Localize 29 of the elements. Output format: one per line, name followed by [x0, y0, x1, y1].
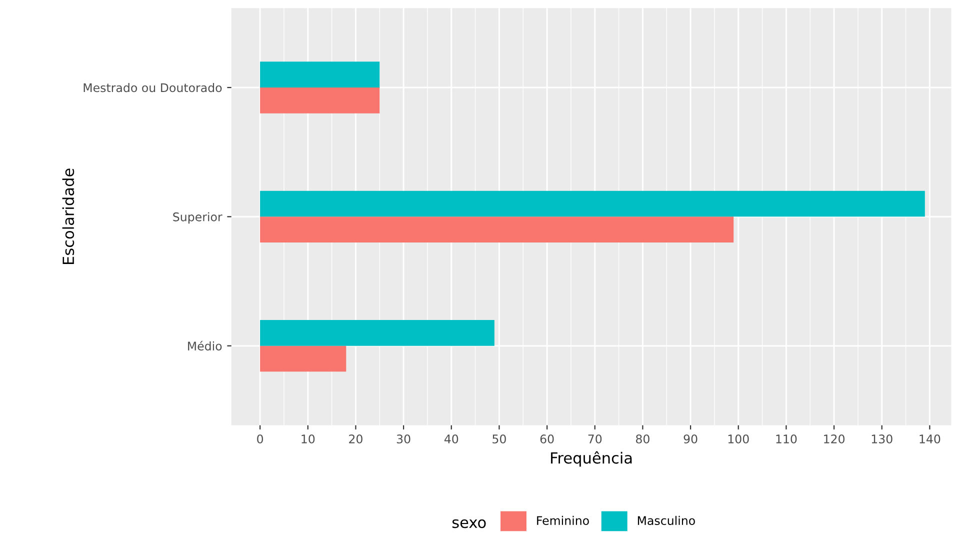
- bar: [260, 320, 494, 346]
- x-axis-title: Frequência: [551, 451, 632, 467]
- bar: [260, 62, 380, 88]
- legend-label: Masculino: [638, 516, 695, 526]
- bar: [260, 346, 346, 372]
- bar: [260, 216, 734, 243]
- x-tick-label: 0: [257, 434, 264, 444]
- y-tick-label: Superior: [173, 212, 222, 224]
- x-tick-label: 130: [872, 434, 892, 444]
- x-tick-label: 70: [588, 434, 602, 444]
- y-tick-label: Médio: [188, 340, 222, 350]
- x-tick-label: 110: [776, 434, 797, 444]
- x-tick-label: 40: [444, 434, 458, 444]
- y-tick-label: Mestrado ou Doutorado: [84, 83, 222, 92]
- x-tick-label: 30: [396, 434, 410, 444]
- bar: [260, 190, 925, 217]
- bar: [260, 88, 380, 114]
- x-tick-label: 60: [540, 434, 554, 444]
- x-tick-label: 10: [302, 434, 315, 444]
- x-tick-label: 140: [920, 434, 940, 444]
- legend-label: Feminino: [537, 516, 589, 526]
- x-tick-label: 90: [684, 434, 698, 444]
- x-tick-label: 80: [636, 434, 650, 444]
- x-tick-label: 50: [492, 434, 506, 444]
- x-tick-label: 100: [728, 434, 749, 444]
- legend-title: sexo: [452, 519, 486, 528]
- x-tick-label: 20: [349, 434, 362, 444]
- x-tick-label: 120: [824, 434, 845, 444]
- y-axis-title: Escolaridade: [62, 168, 74, 264]
